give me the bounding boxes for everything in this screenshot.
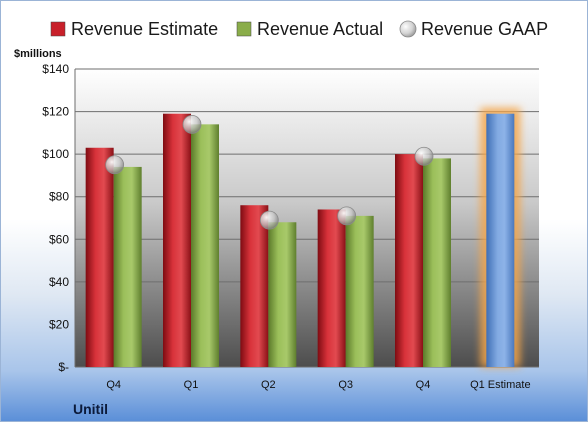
legend-label: Revenue Actual bbox=[257, 19, 383, 39]
bar-q1-estimate bbox=[486, 113, 515, 367]
bar-revenue-actual bbox=[345, 215, 374, 367]
y-tick-label: $120 bbox=[42, 105, 69, 119]
plot-area bbox=[75, 69, 539, 367]
bar-revenue-actual bbox=[191, 124, 219, 367]
bar-revenue-estimate bbox=[163, 113, 191, 367]
legend-label: Revenue Estimate bbox=[71, 19, 218, 39]
y-tick-label: $100 bbox=[42, 147, 69, 161]
y-tick-label: $140 bbox=[42, 62, 69, 76]
y-axis-unit: $millions bbox=[14, 48, 62, 60]
point-revenue-gaap bbox=[337, 206, 357, 226]
x-tick-label: Q4 bbox=[106, 379, 121, 391]
legend-swatch-gaap bbox=[399, 20, 417, 38]
x-tick-label: Q2 bbox=[261, 379, 276, 391]
bar-revenue-actual bbox=[268, 222, 297, 367]
y-tick-label: $20 bbox=[49, 317, 69, 331]
legend-swatch-estimate bbox=[50, 21, 66, 37]
bar-revenue-actual bbox=[113, 166, 142, 367]
point-revenue-gaap bbox=[182, 114, 202, 134]
point-revenue-gaap bbox=[414, 146, 434, 166]
y-tick-label: $40 bbox=[49, 275, 69, 289]
point-revenue-gaap bbox=[105, 155, 125, 175]
point-revenue-gaap bbox=[259, 210, 279, 230]
legend-swatch-actual bbox=[236, 21, 252, 37]
y-tick-label: $80 bbox=[49, 190, 69, 204]
company-name: Unitil bbox=[73, 401, 108, 417]
bar-revenue-estimate bbox=[240, 205, 269, 367]
bar-revenue-actual bbox=[423, 158, 451, 367]
x-tick-label: Q1 Estimate bbox=[470, 379, 531, 391]
y-tick-label: $60 bbox=[49, 232, 69, 246]
x-tick-label: Q1 bbox=[184, 379, 199, 391]
x-tick-label: Q4 bbox=[416, 379, 431, 391]
y-tick-label: $- bbox=[58, 360, 69, 374]
x-tick-label: Q3 bbox=[338, 379, 353, 391]
bar-revenue-estimate bbox=[85, 147, 114, 367]
bar-revenue-estimate bbox=[395, 154, 423, 367]
legend-label: Revenue GAAP bbox=[421, 19, 548, 39]
bar-revenue-estimate bbox=[317, 209, 346, 367]
